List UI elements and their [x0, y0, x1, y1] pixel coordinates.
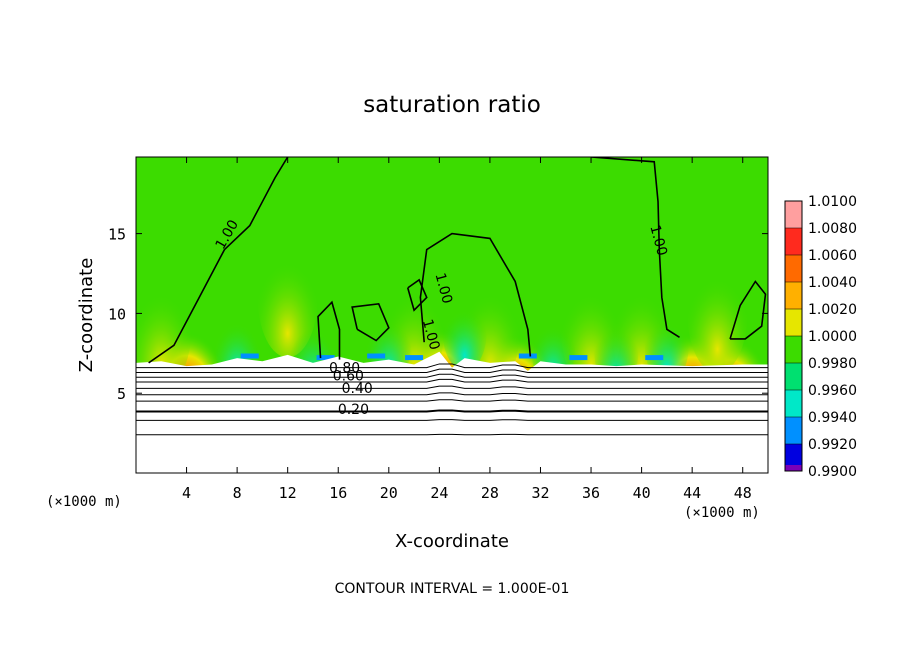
isoline-1: [136, 368, 768, 373]
colorbar: 1.0100 1.0080 1.0060 1.0040 1.0020 1.0000 0.99…: [784, 194, 857, 480]
contour-labels: 1.00 1.001.001.000.800.600.400.20: [213, 217, 670, 418]
isoline-8: [136, 419, 768, 421]
base-strip-0: [240, 353, 259, 359]
colorbar-swatch-5: [785, 336, 802, 363]
isoline-4: [136, 385, 768, 389]
y-tick-label-2: 15: [108, 226, 126, 244]
contour-label-2: 1.00: [431, 271, 455, 305]
contour-1-00-1: [590, 157, 680, 339]
colorbar-swatch-10: [785, 465, 802, 471]
isoline-5: [136, 392, 768, 396]
colorbar-label-0: 1.0100: [808, 194, 857, 210]
plot-frame: [135, 156, 769, 474]
x-tick-label-4: 20: [380, 484, 398, 502]
x-tick-label-9: 40: [633, 484, 651, 502]
contour-1-00-2: [419, 232, 532, 357]
colorbar-swatch-1: [785, 228, 802, 255]
isoline-7: [136, 409, 768, 413]
x-tick-label-1: 8: [233, 484, 242, 502]
moist-anomaly-4: [687, 253, 748, 374]
base-strip-5: [569, 355, 588, 361]
contour-1-00-4: [351, 302, 390, 342]
isoline-0: [136, 363, 768, 369]
x-tick-label-3: 16: [329, 484, 347, 502]
colorbar-label-6: 0.9980: [808, 356, 857, 372]
colorbar-label-3: 1.0040: [808, 275, 857, 291]
colorbar-swatch-4: [785, 309, 802, 336]
x-tick-label-10: 44: [683, 484, 701, 502]
x-tick-label-7: 32: [531, 484, 549, 502]
isoline-6: [136, 399, 768, 402]
x-axis-ticks: 4 8 12 16 20 24 28 32 36 40 44 48: [182, 157, 752, 502]
contour-lines: [136, 157, 768, 436]
colorbar-label-10: 0.9900: [808, 464, 857, 480]
isoline-3: [136, 378, 768, 383]
contour-interval-note: CONTOUR INTERVAL = 1.000E-01: [335, 581, 570, 597]
x-tick-label-0: 4: [182, 484, 191, 502]
colorbar-swatch-6: [785, 363, 802, 390]
contour-label-5: 0.60: [333, 368, 364, 384]
colorbar-label-8: 0.9940: [808, 410, 857, 426]
contour-label-3: 1.00: [419, 318, 443, 352]
y-tick-label-0: 5: [117, 385, 126, 403]
contour-label-6: 0.40: [342, 381, 373, 397]
contour-label-7: 0.20: [338, 402, 369, 418]
contour-1-00-3: [317, 300, 341, 360]
x-tick-label-5: 24: [430, 484, 448, 502]
contour-1-00-5: [406, 278, 428, 312]
contour-1-00-0: [148, 157, 289, 364]
dry-anomaly-6: [644, 307, 689, 384]
colorbar-swatch-0: [785, 201, 802, 228]
colorbar-swatch-7: [785, 390, 802, 417]
base-strip-6: [645, 355, 664, 361]
base-strip-1: [316, 355, 335, 361]
colorbar-label-7: 0.9960: [808, 383, 857, 399]
base-strip-4: [518, 353, 537, 359]
contour-1-00-6: [729, 280, 767, 340]
colorbar-label-2: 1.0060: [808, 248, 857, 264]
contour-label-4: 0.80: [329, 360, 360, 376]
x-tick-label-8: 36: [582, 484, 600, 502]
colorbar-label-9: 0.9920: [808, 437, 857, 453]
colorbar-swatch-9: [785, 444, 802, 471]
x-tick-label-11: 48: [734, 484, 752, 502]
plot-area: [136, 157, 768, 473]
colorbar-swatch-2: [785, 255, 802, 282]
colorbar-label-5: 1.0000: [808, 329, 857, 345]
chart-title: saturation ratio: [363, 92, 541, 118]
x-axis-label: X-coordinate: [395, 531, 509, 552]
x-unit-label: (×1000 m): [684, 505, 760, 521]
base-strip-2: [367, 353, 386, 359]
colorbar-swatch-8: [785, 417, 802, 444]
colorbar-swatch-3: [785, 282, 802, 309]
base-strip-3: [405, 355, 424, 361]
colorbar-label-1: 1.0080: [808, 221, 857, 237]
contour-label-1: 1.00: [646, 223, 670, 257]
colorbar-label-4: 1.0020: [808, 302, 857, 318]
y-axis-ticks: 5 10 15: [108, 226, 768, 403]
x-tick-label-6: 28: [481, 484, 499, 502]
dry-anomaly-3: [442, 294, 487, 371]
isoline-2: [136, 373, 768, 378]
y-axis-label: Z-coordinate: [76, 258, 97, 373]
x-tick-label-2: 12: [279, 484, 297, 502]
y-unit-label: (×1000 m): [46, 494, 122, 510]
moist-anomaly-5: [136, 269, 192, 390]
y-tick-label-1: 10: [108, 305, 126, 323]
